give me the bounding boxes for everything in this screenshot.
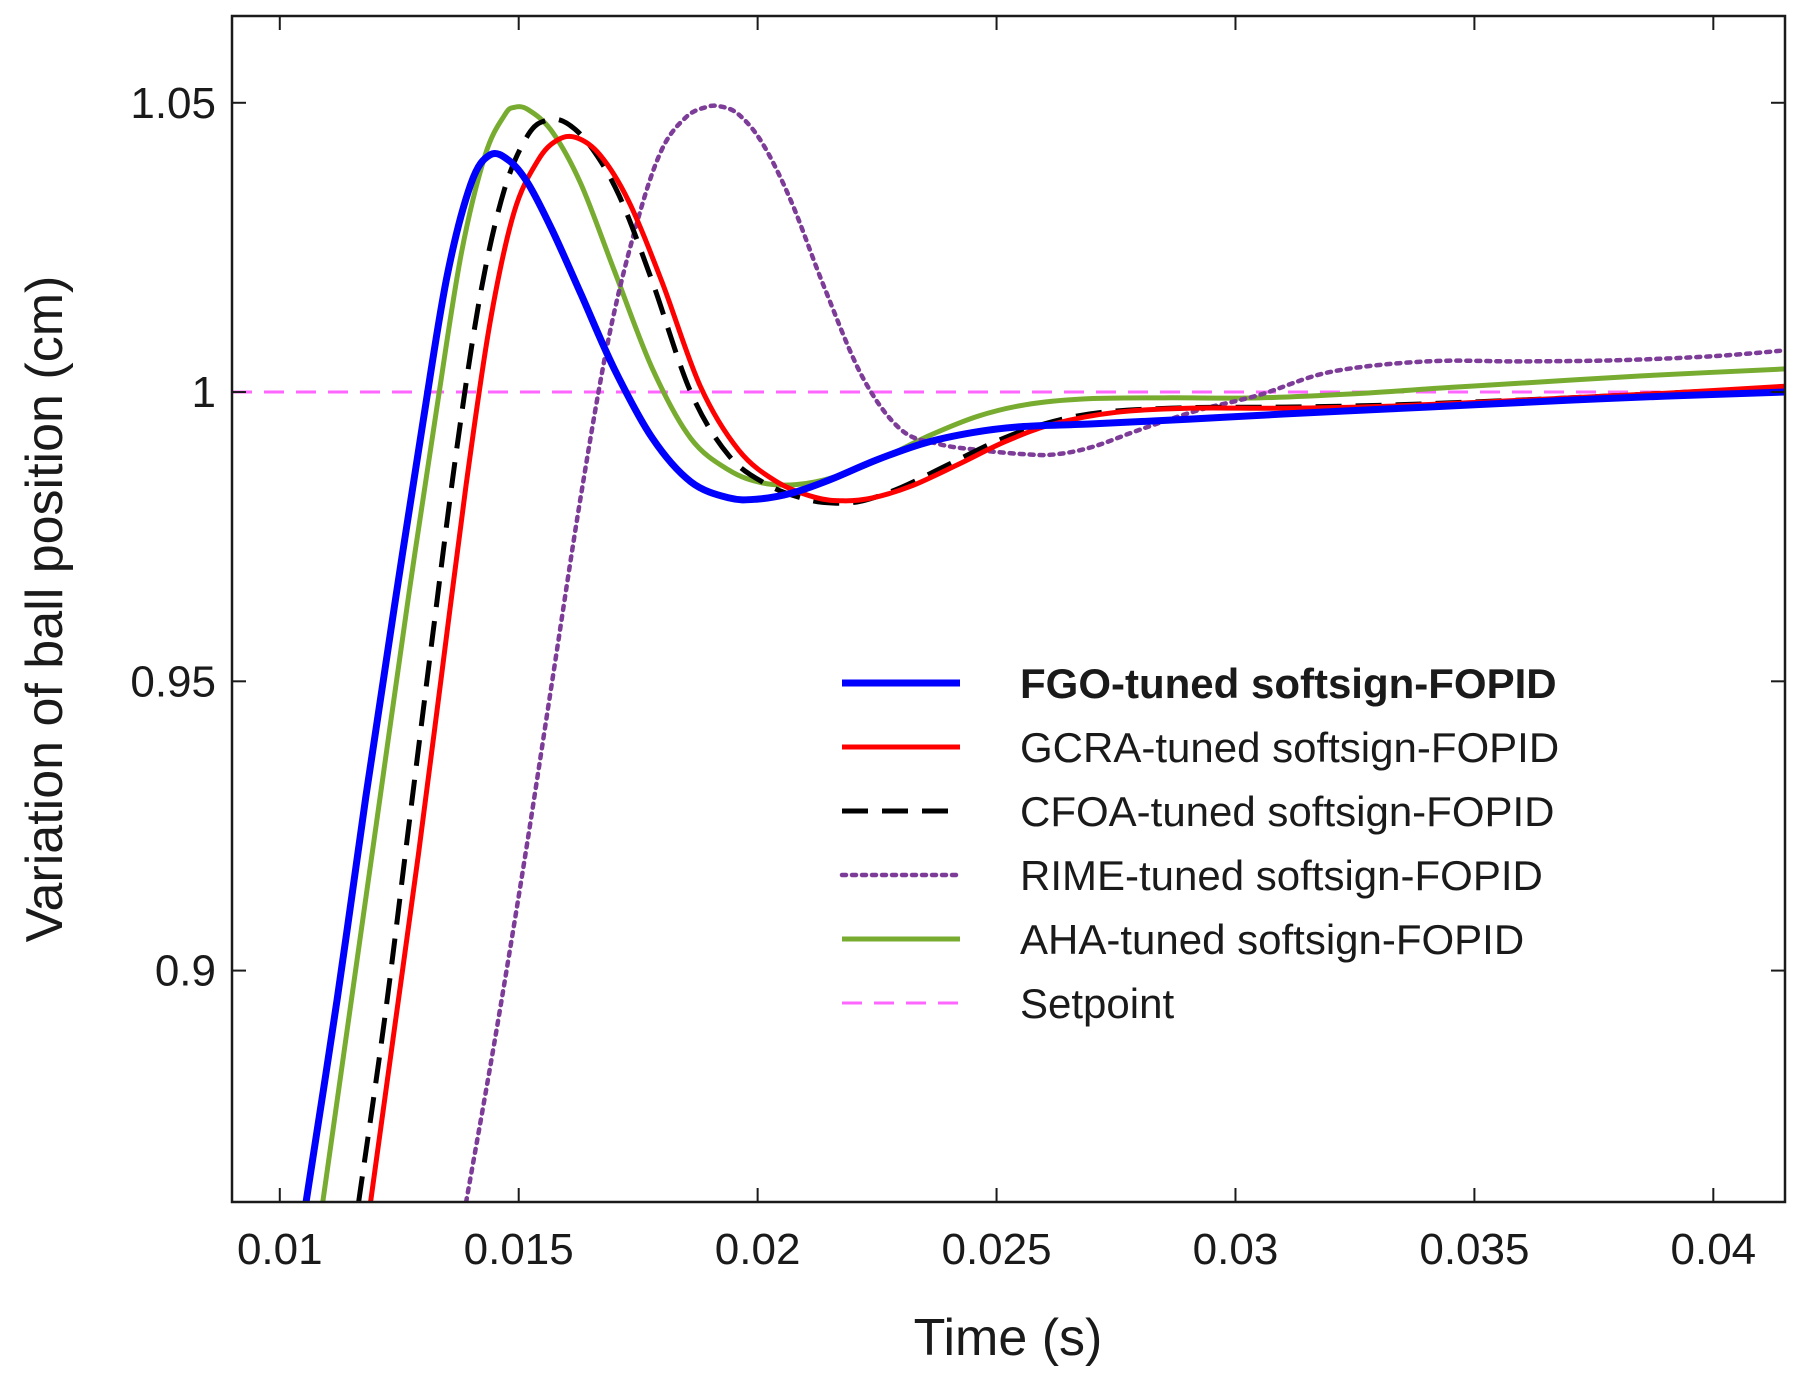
series-line-gcra-tuned-softsign-fopid [368, 133, 1785, 1202]
tick-layer: 0.01 0.015 0.02 0.025 0.03 0.035 0.04 0.9 0.95 1 1… [130, 16, 1785, 1274]
legend-entry: GCRA-tuned softsign-FOPID [842, 724, 1559, 771]
legend-entry: AHA-tuned softsign-FOPID [842, 916, 1524, 963]
legend-entry: Setpoint [842, 980, 1174, 1027]
x-tick-label: 0.025 [941, 1225, 1051, 1274]
legend-entry: CFOA-tuned softsign-FOPID [842, 788, 1555, 835]
series-line-fgo-tuned-softsign-fopid [302, 149, 1785, 1202]
legend: FGO-tuned softsign-FOPID GCRA-tuned softs… [839, 660, 1559, 1027]
y-tick-label: 0.95 [130, 657, 216, 706]
plot-frame [230, 14, 1787, 1204]
x-tick-label: 0.035 [1419, 1225, 1529, 1274]
x-tick-label: 0.04 [1671, 1225, 1757, 1274]
legend-label: GCRA-tuned softsign-FOPID [1020, 724, 1559, 771]
series-line-aha-tuned-softsign-fopid [320, 104, 1785, 1202]
y-tick-label: 1 [192, 368, 216, 417]
series-line-rime-tuned-softsign-fopid [463, 103, 1785, 1202]
y-tick-label: 0.9 [155, 947, 216, 996]
legend-label: Setpoint [1020, 980, 1174, 1027]
plot-area [232, 16, 1785, 1202]
legend-label: CFOA-tuned softsign-FOPID [1020, 788, 1555, 835]
x-tick-label: 0.03 [1193, 1225, 1279, 1274]
x-tick-label: 0.015 [464, 1225, 574, 1274]
legend-label: FGO-tuned softsign-FOPID [1020, 660, 1557, 707]
legend-entry: FGO-tuned softsign-FOPID [842, 660, 1557, 707]
x-axis-title: Time (s) [914, 1309, 1103, 1367]
y-axis-title: Variation of ball position (cm) [16, 276, 74, 943]
x-tick-label: 0.02 [715, 1225, 801, 1274]
legend-label: RIME-tuned softsign-FOPID [1020, 852, 1543, 899]
legend-entry: RIME-tuned softsign-FOPID [839, 852, 1543, 899]
y-tick-label: 1.05 [130, 79, 216, 128]
series-layer [232, 103, 1785, 1202]
legend-label: AHA-tuned softsign-FOPID [1020, 916, 1524, 963]
x-tick-label: 0.01 [237, 1225, 323, 1274]
